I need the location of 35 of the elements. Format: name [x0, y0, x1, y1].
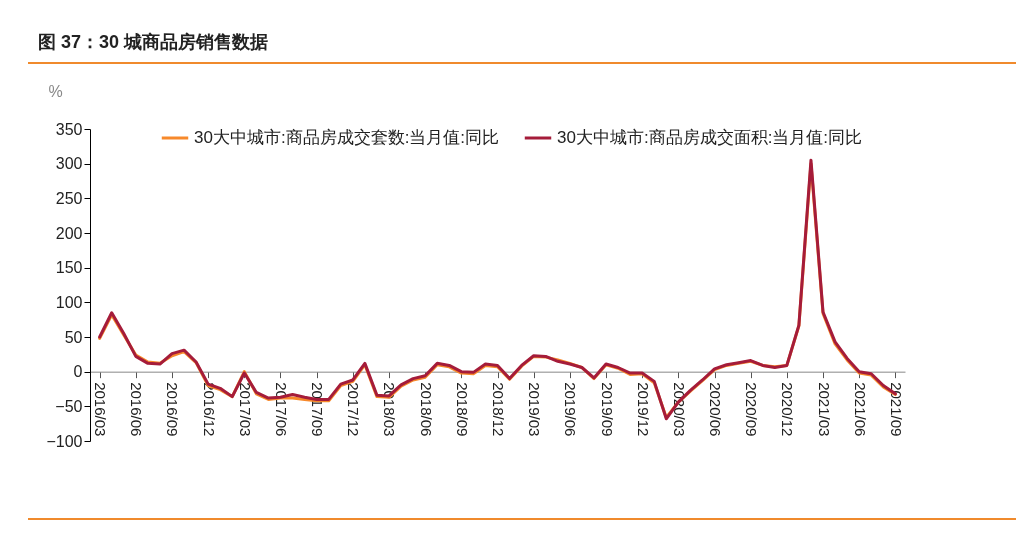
x-tick-label: 2018/12	[490, 382, 507, 437]
x-tick-label: 2018/06	[417, 382, 435, 437]
y-tick-label: 200	[55, 224, 83, 242]
x-tick-label: 2021/06	[851, 382, 869, 437]
x-tick-label: 2019/06	[562, 382, 580, 437]
y-tick-label: 100	[55, 293, 83, 311]
y-tick-label: 300	[55, 155, 83, 173]
x-tick-label: 2020/03	[670, 382, 688, 437]
y-tick-label: 250	[55, 189, 83, 207]
x-tick-label: 2017/12	[345, 382, 363, 437]
y-tick-label: 50	[64, 328, 83, 346]
chart-title: 图 37：30 城商品房销售数据	[28, 26, 1016, 64]
x-tick-label: 2020/12	[779, 382, 797, 437]
x-tick-label: 2016/03	[92, 382, 110, 437]
x-tick-label: 2016/06	[128, 382, 146, 437]
y-tick-label: 150	[55, 259, 83, 277]
x-tick-label: 2020/06	[707, 382, 725, 437]
x-tick-label: 2020/09	[743, 382, 761, 437]
x-tick-label: 2016/09	[164, 382, 182, 437]
y-tick-label: 0	[73, 363, 83, 381]
y-axis-title: %	[48, 82, 63, 100]
x-tick-label: 2017/03	[236, 382, 254, 437]
x-tick-label: 2019/09	[598, 382, 616, 437]
x-tick-label: 2018/09	[453, 382, 471, 437]
y-tick-label: −50	[55, 397, 83, 415]
y-tick-label: 350	[55, 120, 83, 138]
legend-label: 30大中城市:商品房成交面积:当月值:同比	[557, 128, 863, 147]
y-tick-label: −100	[46, 432, 83, 450]
x-tick-label: 2019/03	[526, 382, 544, 437]
legend-label: 30大中城市:商品房成交套数:当月值:同比	[194, 128, 500, 147]
x-tick-label: 2021/09	[887, 382, 905, 437]
x-tick-label: 2017/09	[309, 382, 327, 437]
x-tick-label: 2019/12	[634, 382, 652, 437]
x-tick-label: 2021/03	[815, 382, 833, 437]
x-tick-label: 2016/12	[200, 382, 218, 437]
